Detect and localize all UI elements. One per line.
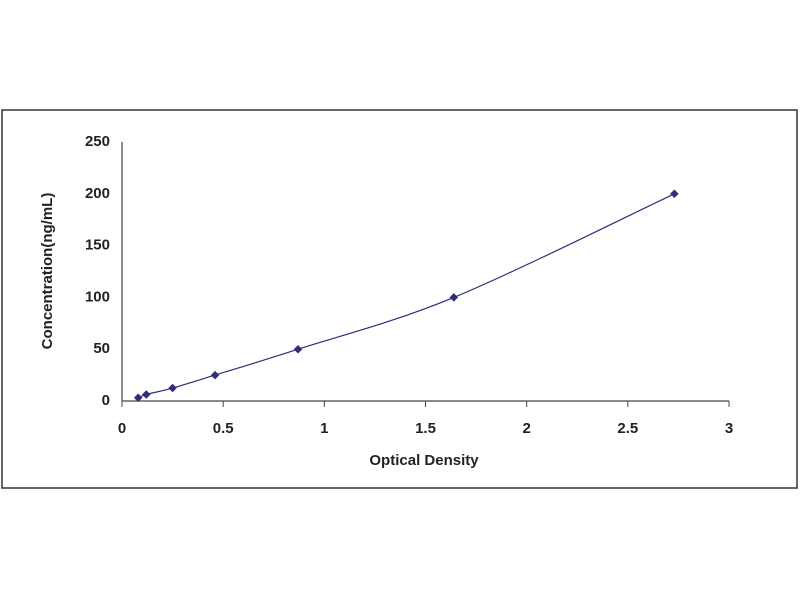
x-tick-label: 0.5 xyxy=(213,420,234,437)
chart-frame xyxy=(1,109,798,489)
data-point xyxy=(210,370,220,380)
y-tick-label: 250 xyxy=(85,133,110,150)
y-tick-label: 0 xyxy=(102,392,110,409)
x-axis-label: Optical Density xyxy=(369,452,479,469)
data-point xyxy=(449,293,459,302)
x-tick-label: 0 xyxy=(118,420,126,437)
y-tick-label: 150 xyxy=(85,237,110,254)
data-point xyxy=(142,390,151,399)
fit-curve xyxy=(137,193,675,399)
x-tick-label: 3 xyxy=(725,420,733,437)
x-tick-label: 1.5 xyxy=(415,420,436,437)
y-axis-label: Concentration(ng/mL) xyxy=(39,193,56,350)
x-tick-label: 2 xyxy=(522,420,530,437)
data-point xyxy=(168,383,177,393)
y-tick-label: 200 xyxy=(85,185,110,202)
y-tick-label: 100 xyxy=(85,288,110,305)
x-tick-label: 2.5 xyxy=(617,420,638,437)
x-tick-label: 1 xyxy=(320,420,328,437)
y-tick-label: 50 xyxy=(93,340,110,357)
data-point xyxy=(133,393,143,403)
data-point xyxy=(293,344,303,354)
